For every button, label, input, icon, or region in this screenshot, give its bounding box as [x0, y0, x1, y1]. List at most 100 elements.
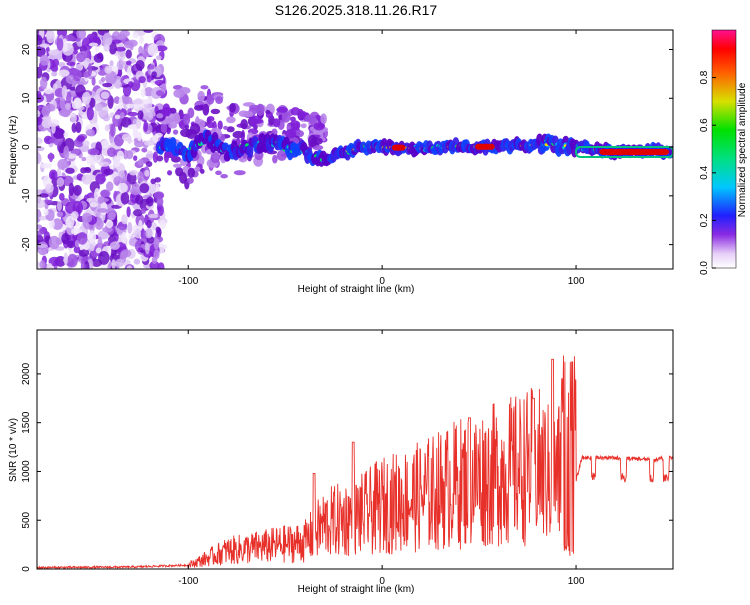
spectrogram-noise-blob — [110, 123, 116, 137]
spectrogram-blob — [294, 129, 305, 138]
snr-xlabel: Height of straight line (km) — [298, 584, 415, 595]
colorbar-tick-label: 0.2 — [699, 213, 710, 227]
spectrogram-ytick-label: 10 — [21, 92, 32, 104]
spectrogram-noise-blob — [102, 114, 110, 122]
spectrogram-noise-blob — [149, 260, 160, 269]
spectrogram-noise-blob — [80, 167, 87, 174]
spectrogram-noise-blob — [84, 167, 92, 174]
spectrogram-noise-blob — [105, 70, 117, 85]
spectrogram-noise-blob — [65, 91, 72, 105]
spectrogram-noise-blob — [154, 132, 163, 138]
spectrogram-noise-blob — [63, 145, 70, 160]
spectrogram-noise-blob — [46, 262, 53, 269]
spectrogram-noise-blob — [51, 71, 58, 77]
spectrogram-noise-blob — [76, 30, 87, 40]
spectrogram-noise-blob — [37, 34, 43, 46]
spectrogram-noise-blob — [57, 69, 70, 77]
spectrogram-noise-blob — [56, 38, 64, 51]
spectrogram-ytick-label: 0 — [21, 144, 32, 150]
spectrogram-blob — [187, 167, 196, 178]
spectrogram-noise-blob — [66, 61, 76, 66]
snr-series — [37, 355, 673, 569]
spectrogram-noise-blob — [56, 200, 62, 212]
spectrogram-noise-blob — [143, 120, 149, 132]
snr-ytick-label: 2000 — [21, 362, 32, 385]
colorbar-gradient — [711, 29, 737, 269]
spectrogram-blob — [312, 144, 324, 151]
spectrogram-noise-blob — [132, 32, 139, 39]
spectrogram-heatmap — [37, 30, 673, 269]
spectrogram-noise-blob — [70, 112, 77, 124]
spectrogram-noise-blob — [100, 139, 110, 149]
spectrogram-noise-blob — [129, 169, 138, 176]
spectrogram-noise-blob — [155, 55, 162, 61]
spectrogram-noise-blob — [134, 140, 144, 148]
spectrogram-noise-blob — [97, 236, 103, 251]
spectrogram-noise-blob — [39, 162, 52, 169]
spectrogram-ytick-label: 20 — [21, 44, 32, 56]
spectrogram-noise-blob — [41, 119, 53, 129]
spectrogram-blob — [215, 96, 224, 104]
spectrogram-noise-blob — [39, 43, 51, 48]
spectrogram-blob — [223, 125, 228, 130]
spectrogram-blob — [249, 104, 261, 111]
spectrogram-noise-blob — [117, 182, 128, 193]
spectrogram-noise-blob — [134, 228, 141, 239]
spectrogram-noise-blob — [87, 148, 100, 156]
spectrogram-blob — [232, 130, 245, 139]
spectrogram-noise-blob — [95, 173, 106, 185]
spectrogram-noise-blob — [116, 60, 125, 71]
snr-xtick-label: 100 — [568, 576, 585, 587]
spectrogram-noise-blob — [58, 193, 65, 201]
snr-frame — [36, 329, 674, 570]
spectrogram-blob — [210, 108, 221, 115]
spectrogram-blob — [285, 128, 297, 139]
spectrogram-noise-blob — [96, 216, 102, 227]
spectrogram-noise-blob — [65, 215, 75, 228]
spectrogram-noise-blob — [81, 37, 93, 51]
spectrogram-noise-blob — [147, 43, 159, 57]
spectrogram-blob — [194, 166, 201, 172]
spectrogram-noise-blob — [108, 42, 117, 55]
spectrogram-noise-blob — [109, 60, 114, 67]
spectrogram-noise-blob — [59, 96, 66, 110]
spectrogram-noise-blob — [83, 71, 90, 78]
spectrogram-max-band — [475, 143, 495, 150]
spectrogram-noise-blob — [48, 218, 55, 229]
spectrogram-blob — [173, 113, 181, 125]
spectrogram-noise-blob — [121, 231, 127, 244]
spectrogram-noise-blob — [148, 213, 159, 219]
spectrogram-noise-blob — [76, 135, 86, 142]
spectrogram-noise-blob — [100, 190, 110, 198]
spectrogram-noise-blob — [92, 36, 101, 43]
spectrogram-noise-blob — [43, 208, 49, 216]
spectrogram-noise-blob — [135, 60, 145, 71]
spectrogram-blob — [272, 118, 281, 128]
spectrogram-noise-blob — [152, 151, 159, 163]
spectrogram-noise-blob — [74, 37, 81, 42]
spectrogram-blob — [190, 123, 201, 135]
spectrogram-blob — [229, 102, 236, 113]
spectrogram-noise-blob — [97, 196, 105, 204]
spectrogram-noise-blob — [138, 35, 144, 44]
spectrogram-blob — [197, 90, 205, 102]
spectrogram-noise-blob — [131, 99, 144, 105]
spectrogram-noise-blob — [43, 87, 54, 95]
spectrogram-noise-blob — [122, 96, 133, 105]
spectrogram-noise-blob — [106, 147, 117, 158]
spectrogram-blob — [215, 170, 222, 176]
spectrogram-noise-blob — [89, 201, 98, 208]
spectrogram-blob — [168, 122, 178, 129]
spectrogram-noise-blob — [37, 224, 43, 230]
colorbar-tick-label: 0.6 — [699, 118, 710, 132]
spectrogram-noise-blob — [143, 30, 154, 33]
spectrogram-blob — [167, 170, 173, 176]
spectrogram-blob — [206, 95, 215, 105]
spectrogram-noise-blob — [76, 52, 86, 63]
spectrogram-xtick-label: 0 — [379, 276, 385, 287]
spectrogram-noise-blob — [119, 112, 125, 119]
snr-line — [37, 355, 673, 569]
spectrogram-noise-blob — [87, 63, 93, 77]
